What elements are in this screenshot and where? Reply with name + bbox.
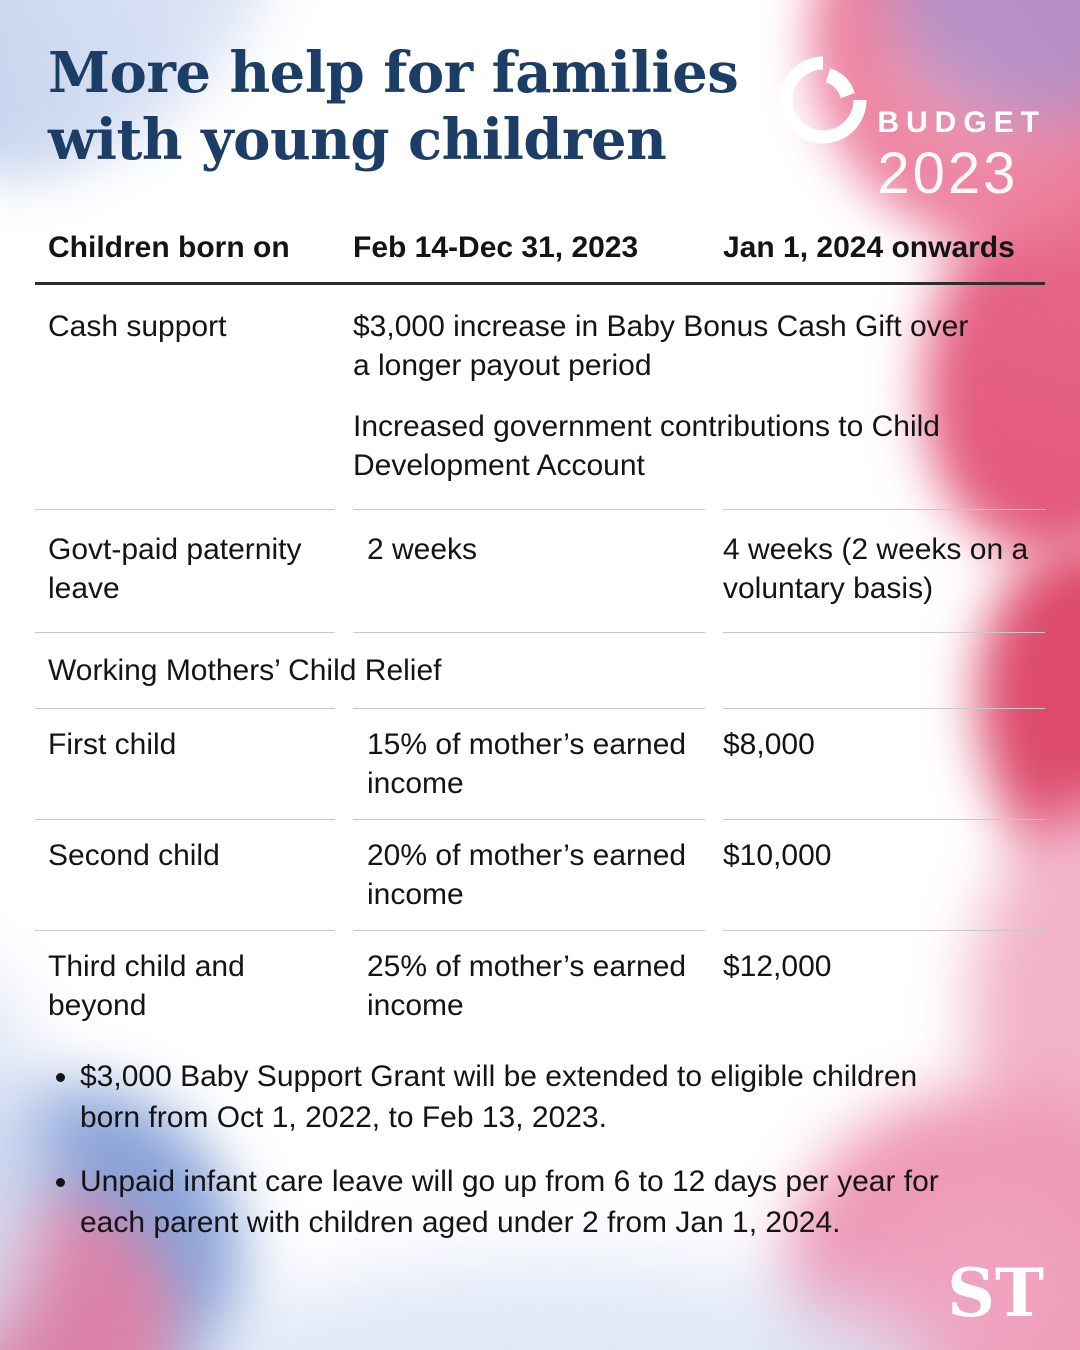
first-child-after-value: $8,000 [723, 728, 815, 761]
budget-logo-text: BUDGET 2023 [877, 106, 1046, 206]
budget-2023-logo: BUDGET 2023 [779, 56, 1046, 203]
budget-logo-label: BUDGET [877, 106, 1046, 139]
footnote-baby-support-grant: $3,000 Baby Support Grant will be extend… [80, 1056, 960, 1139]
row-label-second-child: Second child [48, 839, 220, 872]
wmcr-section-heading: Working Mothers’ Child Relief [48, 654, 442, 687]
st-logo: ST [947, 1254, 1044, 1332]
page-title: More help for families with young childr… [48, 40, 739, 174]
cash-support-details: $3,000 increase in Baby Bonus Cash Gift … [353, 307, 1045, 485]
benefits-table: Children born on Feb 14-Dec 31, 2023 Jan… [35, 228, 1045, 1041]
table-row-second-child: Second child 20% of mother’s earned inco… [35, 820, 1045, 930]
table-row-cash-support: Cash support $3,000 increase in Baby Bon… [35, 285, 1045, 509]
cash-support-item-2: Increased government contributions to Ch… [353, 410, 940, 482]
table-header-row: Children born on Feb 14-Dec 31, 2023 Jan… [35, 228, 1045, 267]
table-row-first-child: First child 15% of mother’s earned incom… [35, 709, 1045, 819]
third-child-after-value: $12,000 [723, 950, 832, 983]
row-divider [35, 930, 1045, 931]
second-child-before-value: 20% of mother’s earned income [367, 839, 687, 911]
cash-support-item-1: $3,000 increase in Baby Bonus Cash Gift … [353, 310, 969, 382]
row-label-cash-support: Cash support [48, 310, 227, 343]
footnote-infant-care-leave: Unpaid infant care leave will go up from… [80, 1161, 960, 1244]
first-child-before-value: 15% of mother’s earned income [367, 728, 687, 800]
table-row-wmcr-heading: Working Mothers’ Child Relief [35, 633, 1045, 708]
row-divider [35, 708, 1045, 709]
paternity-before-value: 2 weeks [367, 533, 478, 566]
budget-donut-icon [779, 56, 867, 144]
row-label-paternity: Govt-paid paternity leave [48, 533, 302, 605]
header-divider [35, 282, 1045, 285]
footnotes: $3,000 Baby Support Grant will be extend… [50, 1056, 960, 1244]
col-header-feb14-dec31-2023: Feb 14-Dec 31, 2023 [353, 231, 639, 264]
third-child-before-value: 25% of mother’s earned income [367, 950, 687, 1022]
row-divider [35, 632, 1045, 633]
row-divider [35, 509, 1045, 510]
col-header-jan1-2024-onwards: Jan 1, 2024 onwards [723, 231, 1015, 264]
paternity-after-value: 4 weeks (2 weeks on a voluntary basis) [723, 533, 1029, 605]
second-child-after-value: $10,000 [723, 839, 832, 872]
col-header-children-born-on: Children born on [48, 231, 290, 264]
table-row-third-child: Third child and beyond 25% of mother’s e… [35, 931, 1045, 1041]
row-label-third-child: Third child and beyond [48, 950, 245, 1022]
row-divider [35, 819, 1045, 820]
table-row-paternity-leave: Govt-paid paternity leave 2 weeks 4 week… [35, 510, 1045, 632]
budget-logo-year: 2023 [877, 141, 1019, 206]
row-label-first-child: First child [48, 728, 177, 761]
